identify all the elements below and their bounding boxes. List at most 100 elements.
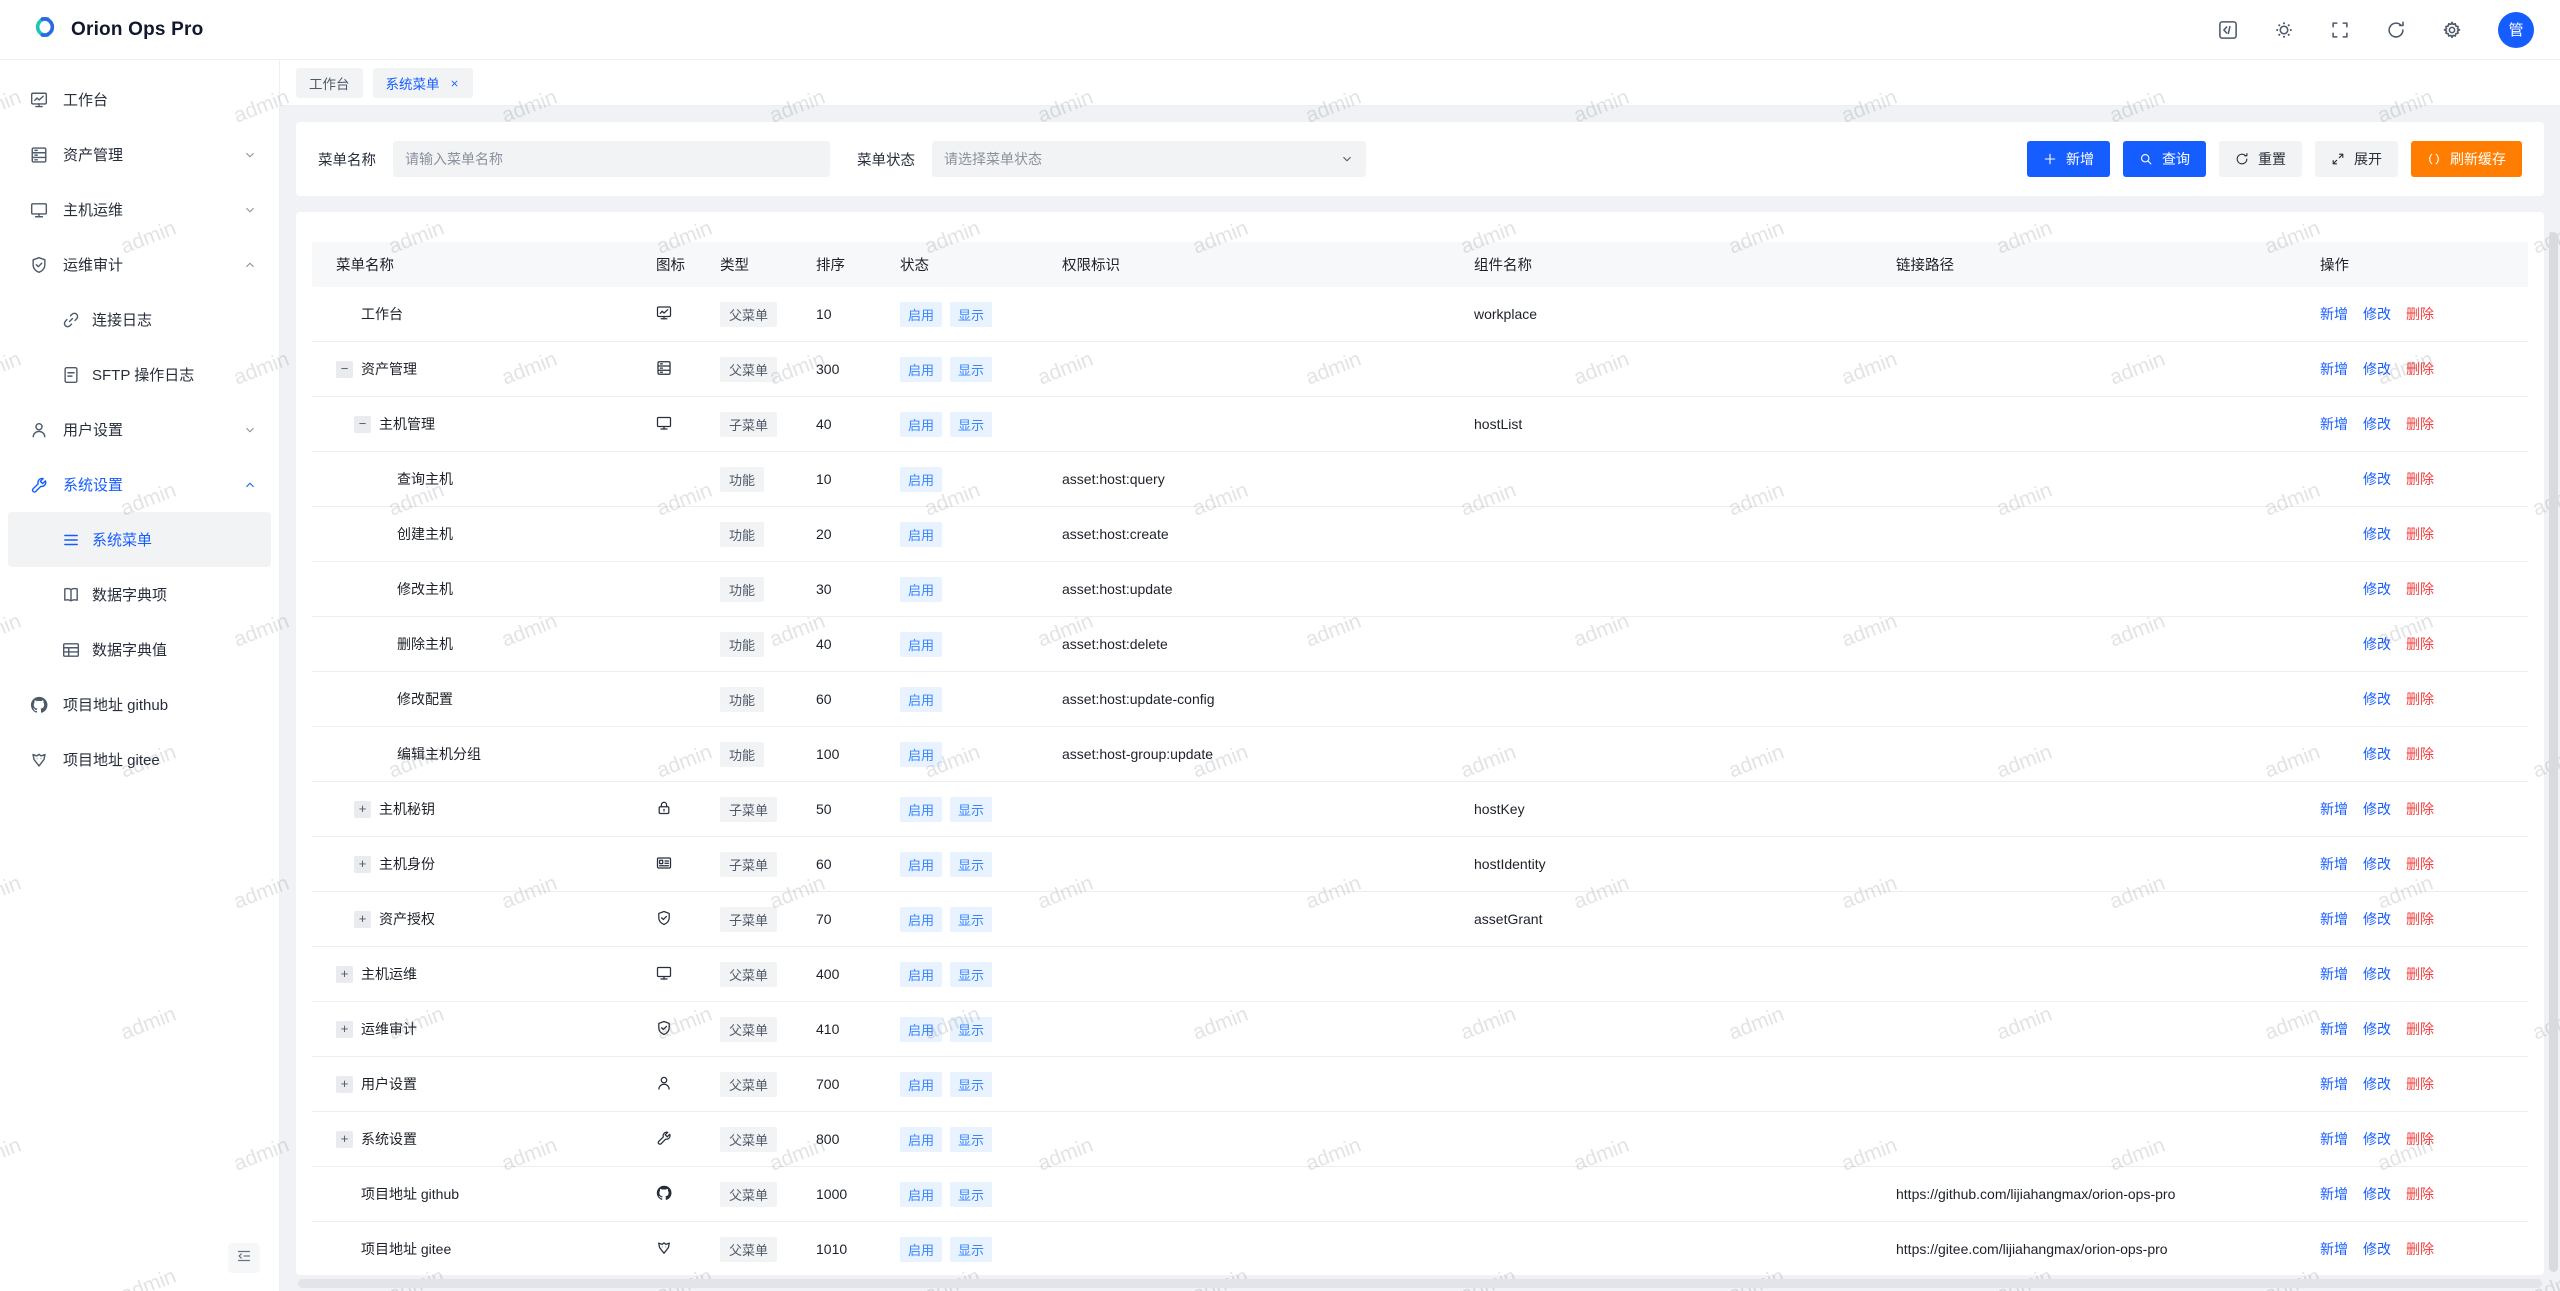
delete-action-link[interactable]: 删除 <box>2406 1131 2434 1147</box>
permission-value: asset:host:update <box>1062 581 1173 597</box>
edit-action-link[interactable]: 修改 <box>2363 746 2391 762</box>
add-action-link[interactable]: 新增 <box>2320 1021 2348 1037</box>
horizontal-scrollbar[interactable] <box>298 1279 2542 1288</box>
add-button[interactable]: 新增 <box>2027 141 2110 177</box>
delete-action-link[interactable]: 删除 <box>2406 856 2434 872</box>
add-action-link[interactable]: 新增 <box>2320 416 2348 432</box>
tab-0[interactable]: 工作台 <box>296 67 363 98</box>
expand-all-button[interactable]: 展开 <box>2315 141 2398 177</box>
sidebar-item-tableic[interactable]: 数据字典值 <box>0 622 279 677</box>
expand-row-icon[interactable]: + <box>354 910 371 928</box>
delete-action-link[interactable]: 删除 <box>2406 1076 2434 1092</box>
edit-action-link[interactable]: 修改 <box>2363 306 2391 322</box>
edit-action-link[interactable]: 修改 <box>2363 911 2391 927</box>
edit-action-link[interactable]: 修改 <box>2363 1021 2391 1037</box>
sidebar-item-label: 系统设置 <box>63 477 124 494</box>
expand-row-icon[interactable]: + <box>354 800 371 818</box>
edit-action-link[interactable]: 修改 <box>2363 1186 2391 1202</box>
collapse-row-icon[interactable]: − <box>354 415 371 433</box>
sidebar-item-server[interactable]: 资产管理 <box>0 127 279 182</box>
expand-row-icon[interactable]: + <box>336 1130 353 1148</box>
edit-action-link[interactable]: 修改 <box>2363 856 2391 872</box>
expand-row-icon[interactable]: + <box>336 1020 353 1038</box>
edit-action-link[interactable]: 修改 <box>2363 1131 2391 1147</box>
add-action-link[interactable]: 新增 <box>2320 1186 2348 1202</box>
sidebar-item-link[interactable]: 连接日志 <box>0 292 279 347</box>
status-tag: 启用 <box>900 741 943 767</box>
expand-row-icon[interactable]: + <box>354 855 371 873</box>
delete-action-link[interactable]: 删除 <box>2406 966 2434 982</box>
sidebar-item-gitee[interactable]: 项目地址 gitee <box>0 732 279 787</box>
sidebar-collapse-button[interactable] <box>228 1243 260 1273</box>
add-action-link[interactable]: 新增 <box>2320 801 2348 817</box>
delete-action-link[interactable]: 删除 <box>2406 526 2434 542</box>
edit-action-link[interactable]: 修改 <box>2363 1241 2391 1257</box>
close-icon[interactable] <box>449 77 460 88</box>
collapse-row-icon[interactable]: − <box>336 360 353 378</box>
sidebar-item-wrench[interactable]: 系统设置 <box>0 457 279 512</box>
refresh-icon[interactable] <box>2386 20 2406 40</box>
delete-action-link[interactable]: 删除 <box>2406 746 2434 762</box>
edit-action-link[interactable]: 修改 <box>2363 361 2391 377</box>
add-action-link[interactable]: 新增 <box>2320 361 2348 377</box>
component-value: hostKey <box>1474 801 1525 817</box>
status-tag: 显示 <box>950 851 993 877</box>
tab-1[interactable]: 系统菜单 <box>372 67 473 98</box>
menu-status-select[interactable]: 请选择菜单状态 <box>932 141 1366 177</box>
sidebar-item-menu[interactable]: 系统菜单 <box>8 512 271 567</box>
delete-action-link[interactable]: 删除 <box>2406 801 2434 817</box>
type-tag: 父菜单 <box>720 356 778 382</box>
main-area: 工作台 系统菜单 菜单名称 菜单状态 请选择菜单状态 新增 查询 <box>280 60 2560 1291</box>
delete-action-link[interactable]: 删除 <box>2406 416 2434 432</box>
delete-action-link[interactable]: 删除 <box>2406 691 2434 707</box>
edit-action-link[interactable]: 修改 <box>2363 801 2391 817</box>
app-logo: Orion Ops Pro <box>30 14 203 45</box>
add-action-link[interactable]: 新增 <box>2320 911 2348 927</box>
fullscreen-icon[interactable] <box>2330 20 2350 40</box>
reset-button[interactable]: 重置 <box>2219 141 2302 177</box>
delete-action-link[interactable]: 删除 <box>2406 471 2434 487</box>
add-action-link[interactable]: 新增 <box>2320 1076 2348 1092</box>
edit-action-link[interactable]: 修改 <box>2363 416 2391 432</box>
delete-action-link[interactable]: 删除 <box>2406 1186 2434 1202</box>
edit-action-link[interactable]: 修改 <box>2363 966 2391 982</box>
delete-action-link[interactable]: 删除 <box>2406 911 2434 927</box>
add-action-link[interactable]: 新增 <box>2320 1241 2348 1257</box>
edit-action-link[interactable]: 修改 <box>2363 691 2391 707</box>
expand-row-icon[interactable]: + <box>336 965 353 983</box>
sidebar-item-github[interactable]: 项目地址 github <box>0 677 279 732</box>
user-avatar[interactable]: 管 <box>2498 11 2534 48</box>
edit-action-link[interactable]: 修改 <box>2363 581 2391 597</box>
vertical-scrollbar[interactable] <box>2549 232 2558 1272</box>
sidebar-item-shield[interactable]: 运维审计 <box>0 237 279 292</box>
gear-icon[interactable] <box>2442 20 2462 40</box>
sort-value: 1010 <box>816 1241 848 1257</box>
expand-row-icon[interactable]: + <box>336 1075 353 1093</box>
add-action-link[interactable]: 新增 <box>2320 1131 2348 1147</box>
edit-action-link[interactable]: 修改 <box>2363 636 2391 652</box>
delete-action-link[interactable]: 删除 <box>2406 1241 2434 1257</box>
sidebar-item-file[interactable]: SFTP 操作日志 <box>0 347 279 402</box>
edit-action-link[interactable]: 修改 <box>2363 1076 2391 1092</box>
delete-action-link[interactable]: 删除 <box>2406 306 2434 322</box>
add-action-link[interactable]: 新增 <box>2320 306 2348 322</box>
sidebar-item-monitor[interactable]: 主机运维 <box>0 182 279 237</box>
sidebar-item-book[interactable]: 数据字典项 <box>0 567 279 622</box>
sidebar-item-user[interactable]: 用户设置 <box>0 402 279 457</box>
add-action-link[interactable]: 新增 <box>2320 966 2348 982</box>
edit-action-link[interactable]: 修改 <box>2363 526 2391 542</box>
add-action-link[interactable]: 新增 <box>2320 856 2348 872</box>
delete-action-link[interactable]: 删除 <box>2406 636 2434 652</box>
sidebar-item-label: SFTP 操作日志 <box>92 367 195 384</box>
code-icon[interactable] <box>2218 20 2238 40</box>
sort-value: 410 <box>816 1021 840 1037</box>
sun-icon[interactable] <box>2274 20 2294 40</box>
sidebar-item-dashboard[interactable]: 工作台 <box>0 72 279 127</box>
search-button[interactable]: 查询 <box>2123 141 2206 177</box>
edit-action-link[interactable]: 修改 <box>2363 471 2391 487</box>
menu-name-input[interactable] <box>393 141 830 177</box>
refresh-cache-button[interactable]: 刷新缓存 <box>2411 141 2522 177</box>
delete-action-link[interactable]: 删除 <box>2406 361 2434 377</box>
delete-action-link[interactable]: 删除 <box>2406 581 2434 597</box>
delete-action-link[interactable]: 删除 <box>2406 1021 2434 1037</box>
